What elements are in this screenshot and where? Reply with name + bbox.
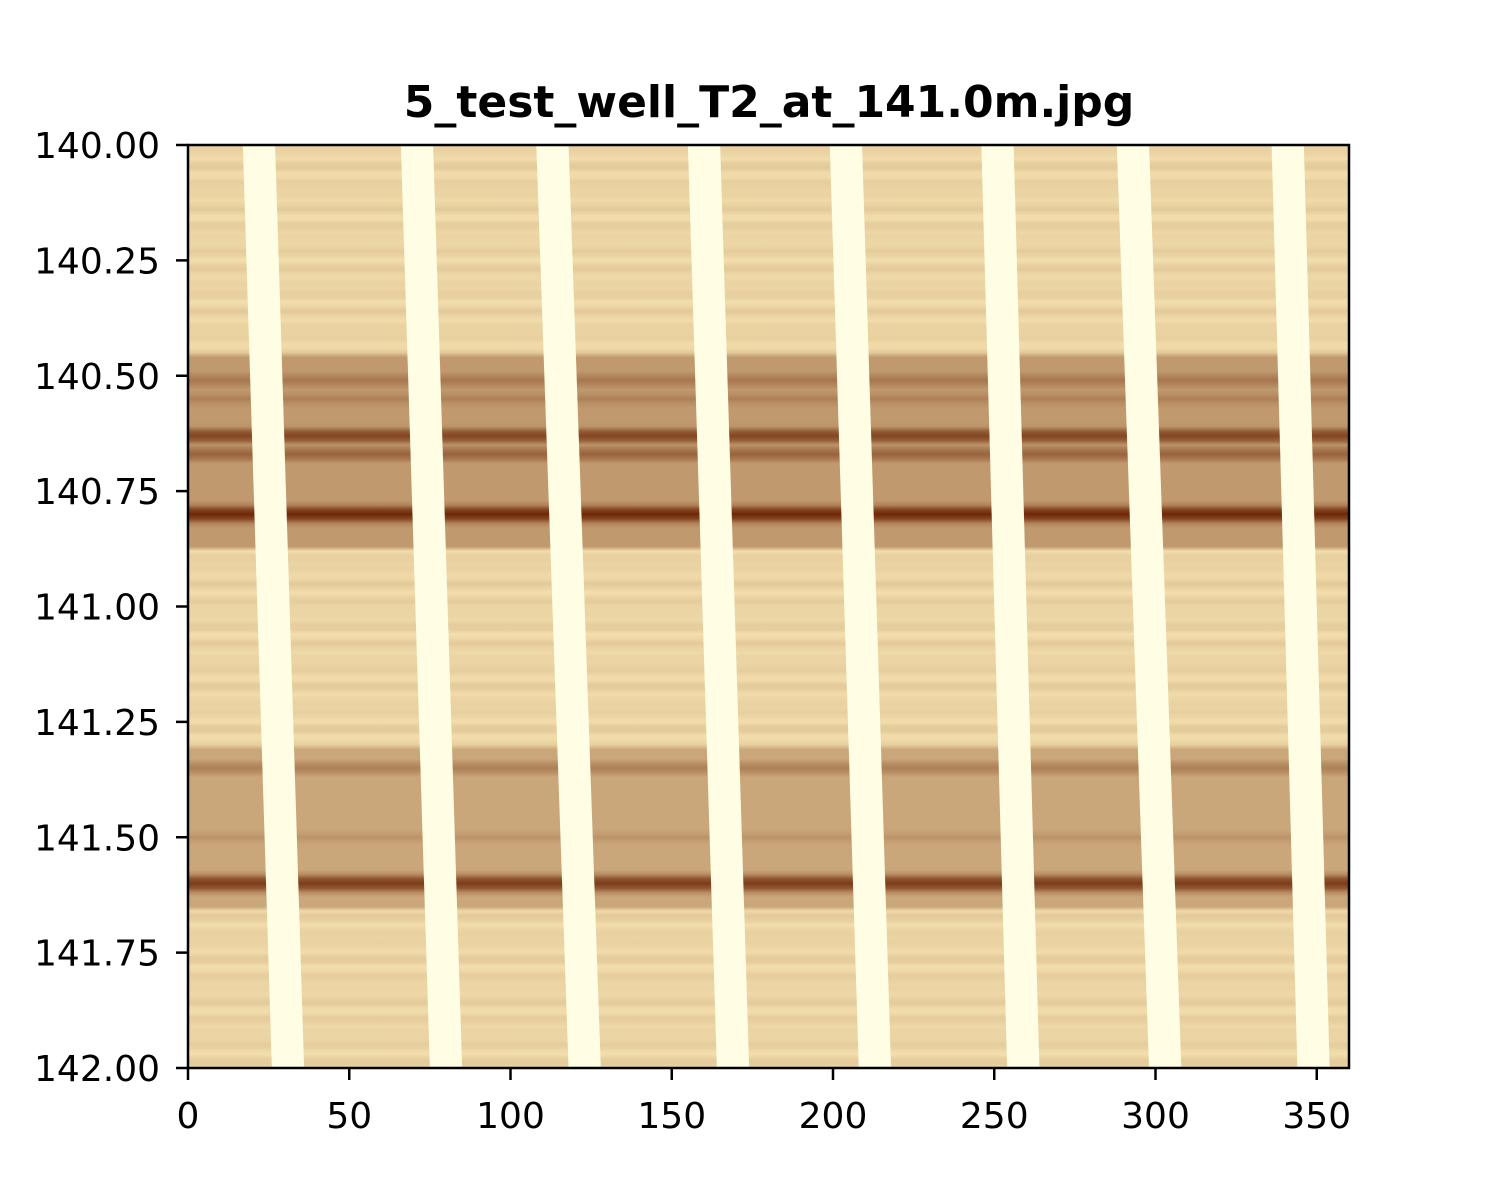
pad-gap-4 [687, 145, 750, 1068]
pad-gap-5 [829, 145, 892, 1068]
plot-area [188, 145, 1349, 1068]
x-tick-label: 0 [177, 1096, 200, 1137]
pad-gap-2 [400, 145, 463, 1068]
pad-gap-3 [536, 145, 601, 1068]
chart-title: 5_test_well_T2_at_141.0m.jpg [404, 77, 1135, 128]
y-tick-label: 141.00 [34, 588, 160, 629]
pad-gap-6 [981, 145, 1040, 1068]
x-tick-label: 100 [476, 1096, 545, 1137]
x-tick-label: 50 [326, 1096, 372, 1137]
x-tick-label: 250 [960, 1096, 1029, 1137]
y-tick-label: 140.50 [34, 357, 160, 398]
y-tick-label: 141.75 [34, 934, 160, 975]
y-tick-label: 141.25 [34, 703, 160, 744]
y-tick-label: 142.00 [34, 1049, 160, 1090]
pad-gap-8 [1271, 145, 1330, 1068]
y-tick-label: 141.50 [34, 818, 160, 859]
x-tick-label: 200 [799, 1096, 868, 1137]
x-tick-label: 300 [1121, 1096, 1190, 1137]
x-tick-label: 350 [1282, 1096, 1351, 1137]
y-tick-label: 140.25 [34, 241, 160, 282]
axes: 0 50 100 150 200 250 300 350 140.00 140.25 140.50 1… [34, 126, 1351, 1137]
y-tick-label: 140.00 [34, 126, 160, 167]
x-tick-label: 150 [637, 1096, 706, 1137]
pad-gap-1 [242, 145, 305, 1068]
y-tick-label: 140.75 [34, 472, 160, 513]
pad-gap-7 [1116, 145, 1182, 1068]
